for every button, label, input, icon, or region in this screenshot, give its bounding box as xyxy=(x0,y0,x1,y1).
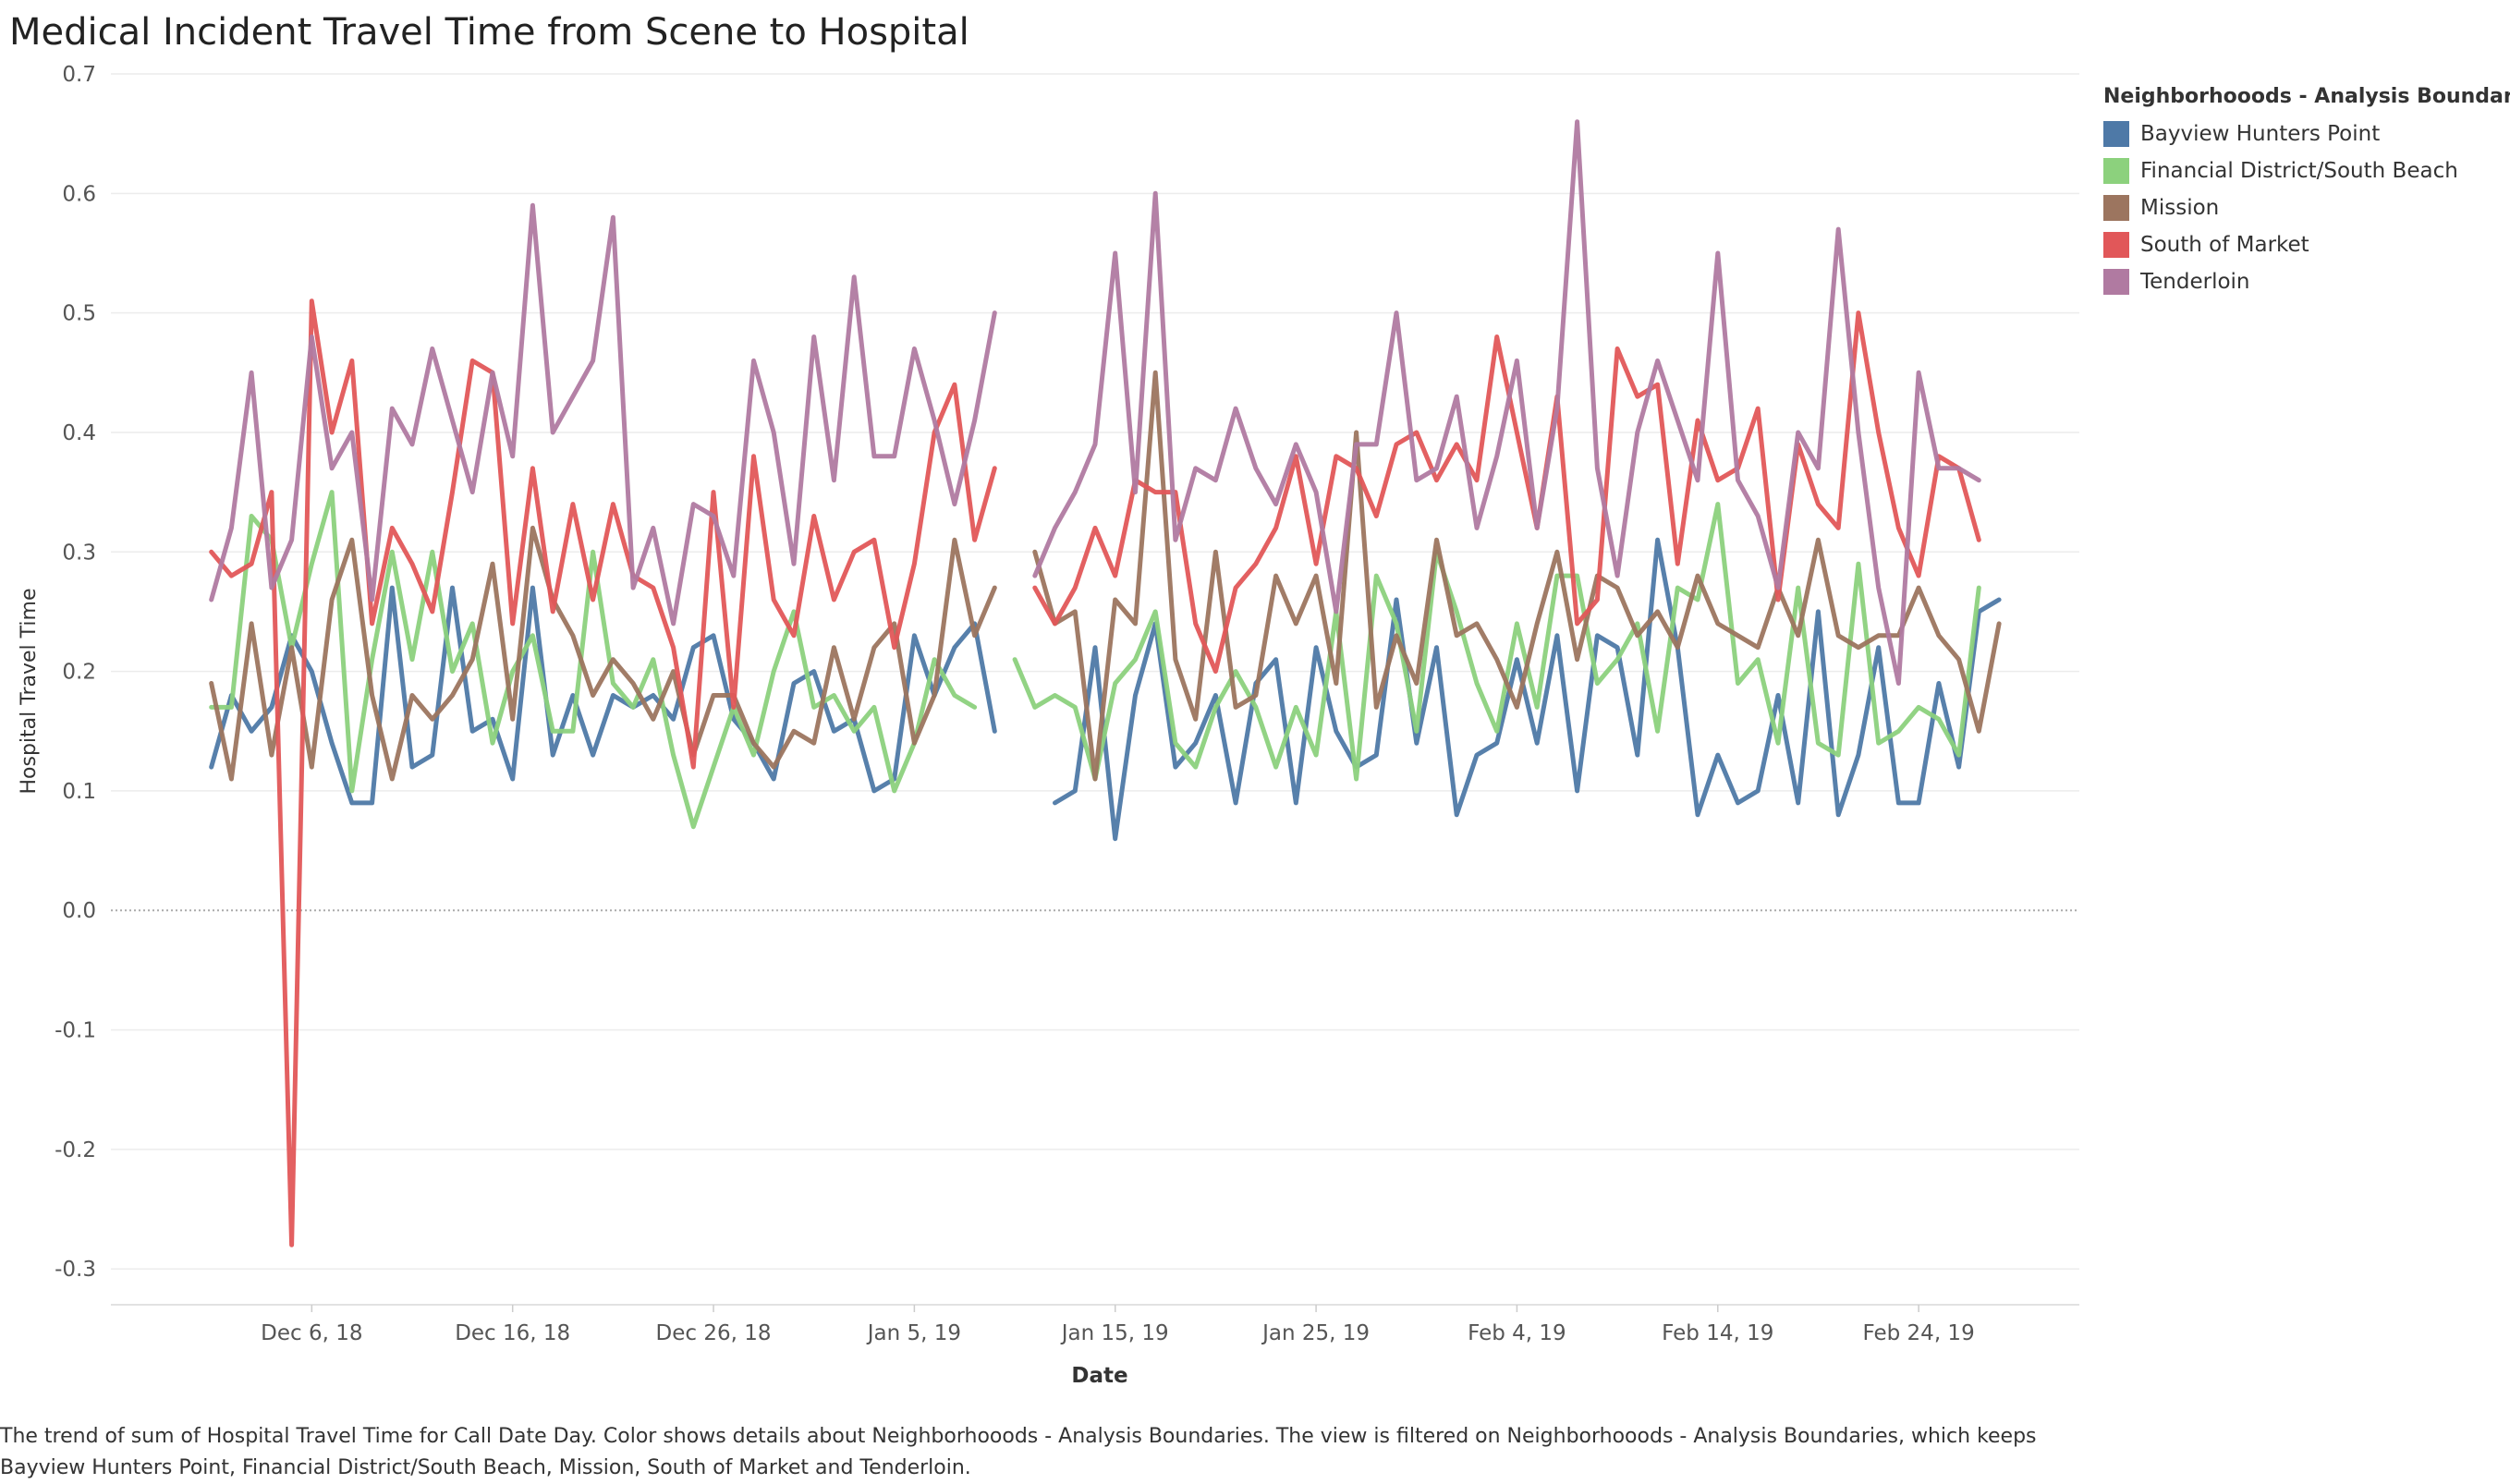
legend-swatch xyxy=(2103,158,2129,184)
series-line xyxy=(209,525,997,782)
x-axis-label: Date xyxy=(1071,1364,1127,1388)
series-line xyxy=(209,202,997,626)
y-tick-label: 0.0 xyxy=(62,899,96,923)
series-line xyxy=(1053,537,2002,842)
series-tenderloin xyxy=(209,119,1981,686)
y-tick-label: 0.3 xyxy=(62,541,96,565)
legend-swatch xyxy=(2103,269,2129,295)
y-tick-label: 0.1 xyxy=(62,780,96,804)
legend-items: Bayview Hunters Point Financial District/… xyxy=(2103,116,2506,300)
x-tick-label: Dec 26, 18 xyxy=(656,1321,772,1345)
legend-item[interactable]: Tenderloin xyxy=(2103,263,2506,300)
x-tick-label: Jan 15, 19 xyxy=(1060,1321,1169,1345)
series-lines xyxy=(209,119,2002,1247)
series-line xyxy=(1032,370,2002,782)
legend-label: Mission xyxy=(2140,196,2220,220)
legend-label: Bayview Hunters Point xyxy=(2140,122,2381,146)
series-line xyxy=(209,298,997,1247)
x-tick-label: Feb 24, 19 xyxy=(1863,1321,1975,1345)
series-line xyxy=(209,490,978,830)
legend-label: Tenderloin xyxy=(2140,270,2250,294)
series-south-of-market xyxy=(209,298,1981,1247)
x-tick-label: Jan 25, 19 xyxy=(1261,1321,1370,1345)
series-line xyxy=(1012,502,1981,782)
legend-swatch xyxy=(2103,195,2129,221)
legend-label: Financial District/South Beach xyxy=(2140,159,2458,183)
legend-swatch xyxy=(2103,232,2129,258)
y-tick-label: 0.2 xyxy=(62,661,96,685)
legend-swatch xyxy=(2103,121,2129,147)
legend-item[interactable]: South of Market xyxy=(2103,226,2506,263)
x-tick-label: Dec 6, 18 xyxy=(261,1321,362,1345)
line-chart: 0.7 0.6 0.5 0.4 0.3 0.2 0.1 0.0 -0.1 -0.2 -0.3 Dec … xyxy=(18,63,2079,1388)
y-tick-label: 0.4 xyxy=(62,421,96,445)
y-tick-label: 0.6 xyxy=(62,182,96,206)
chart-title: Medical Incident Travel Time from Scene … xyxy=(9,11,969,54)
legend-item[interactable]: Mission xyxy=(2103,189,2506,226)
legend-title: Neighborhooods - Analysis Boundaries xyxy=(2103,85,2510,108)
series-line xyxy=(209,585,997,806)
y-tick-label: 0.7 xyxy=(62,63,96,87)
y-tick-label: -0.1 xyxy=(55,1019,96,1043)
x-tick-label: Feb 14, 19 xyxy=(1662,1321,1773,1345)
series-mission xyxy=(209,370,2002,782)
y-axis-label: Hospital Travel Time xyxy=(18,589,41,795)
series-line xyxy=(1032,119,1981,686)
x-tick-label: Dec 16, 18 xyxy=(455,1321,570,1345)
y-tick-label: -0.2 xyxy=(55,1138,96,1162)
x-tick-label: Feb 4, 19 xyxy=(1468,1321,1566,1345)
series-bayview-hunters-point xyxy=(209,537,2002,842)
legend-item[interactable]: Financial District/South Beach xyxy=(2103,152,2506,189)
series-financial-district-south-beach xyxy=(209,490,1981,830)
y-tick-label: 0.5 xyxy=(62,302,96,326)
x-tick-label: Jan 5, 19 xyxy=(866,1321,961,1345)
legend: Neighborhooods - Analysis Boundaries Bay… xyxy=(2103,85,2510,300)
legend-item[interactable]: Bayview Hunters Point xyxy=(2103,116,2506,152)
axes: 0.7 0.6 0.5 0.4 0.3 0.2 0.1 0.0 -0.1 -0.2 -0.3 Dec … xyxy=(55,63,2079,1345)
series-line xyxy=(1032,310,1981,675)
y-tick-label: -0.3 xyxy=(55,1258,96,1282)
legend-label: South of Market xyxy=(2140,233,2309,257)
gridlines xyxy=(111,73,2079,1270)
chart-caption: The trend of sum of Hospital Travel Time… xyxy=(0,1425,2037,1479)
